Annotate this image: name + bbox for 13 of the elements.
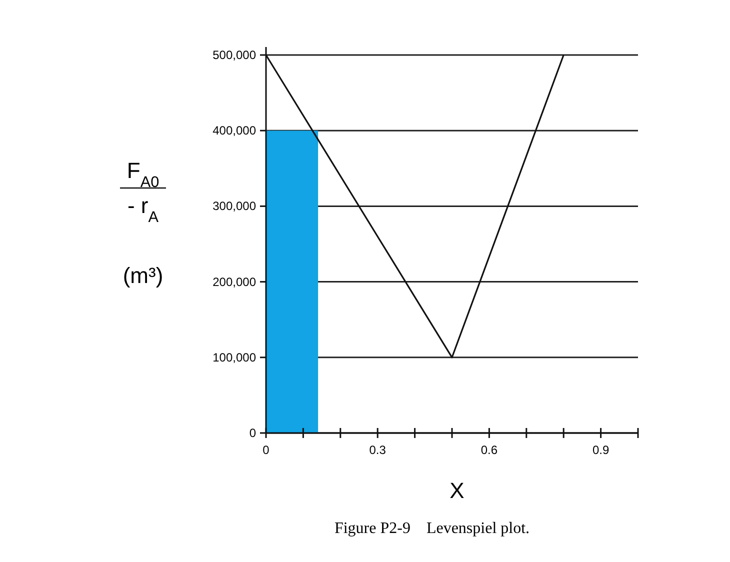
- x-tick-label: 0.6: [480, 443, 498, 457]
- y-tick-label: 0: [249, 426, 256, 440]
- text: F$_{A0}$ - r$_{A}$ (m³): [122, 158, 164, 288]
- y-tick-label: 500,000: [212, 48, 256, 62]
- y-tick-label: 100,000: [212, 350, 256, 364]
- x-axis-title: X: [450, 478, 465, 503]
- x-tick-label: 0.9: [592, 443, 610, 457]
- caption: Figure P2-9 Levenspiel plot.: [334, 520, 530, 537]
- y-tick-label: 200,000: [212, 274, 256, 289]
- y-tick-label: 400,000: [212, 124, 256, 138]
- x-tick-label: 0.3: [369, 443, 386, 457]
- x-tick-label: 0: [262, 443, 270, 457]
- y-tick-label: 300,000: [212, 199, 256, 214]
